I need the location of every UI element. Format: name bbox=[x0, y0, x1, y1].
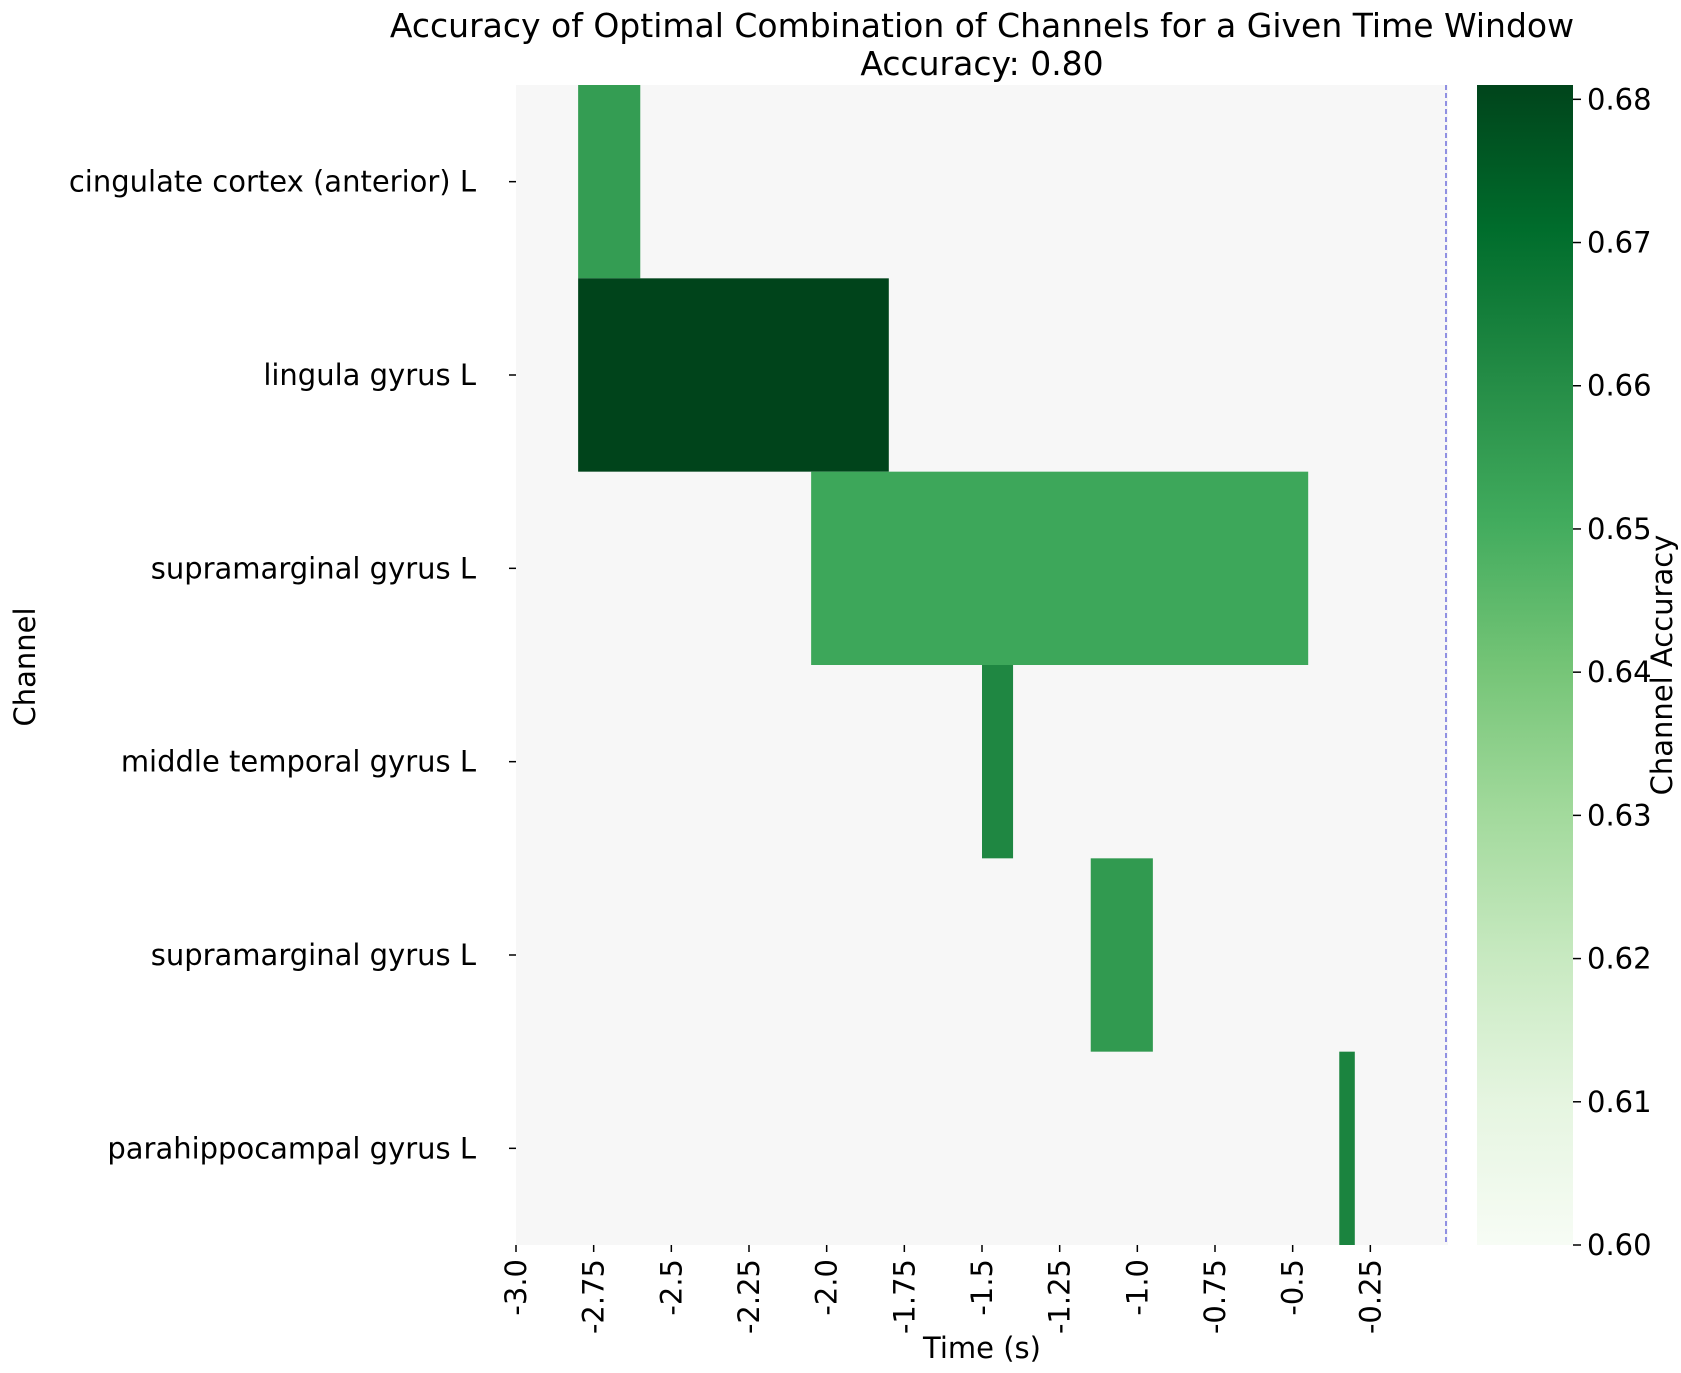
x-tick-label: -1.5 bbox=[965, 1259, 999, 1316]
x-tick-label: -1.0 bbox=[1120, 1259, 1154, 1316]
colorbar-tick-label: 0.68 bbox=[1587, 82, 1652, 116]
chart-subtitle: Accuracy: 0.80 bbox=[860, 44, 1103, 83]
colorbar bbox=[1477, 85, 1573, 1245]
y-tick-label: middle temporal gyrus L bbox=[121, 745, 476, 779]
colorbar-tick-label: 0.67 bbox=[1587, 226, 1652, 260]
y-axis: cingulate cortex (anterior) L lingula gyr… bbox=[69, 165, 516, 1165]
x-tick-label: -3.0 bbox=[499, 1259, 533, 1316]
x-tick-label: -0.5 bbox=[1276, 1259, 1310, 1316]
colorbar-label: Channel Accuracy bbox=[1645, 535, 1679, 796]
heatmap-cell bbox=[811, 471, 1309, 665]
colorbar-tick-label: 0.63 bbox=[1587, 798, 1652, 832]
heatmap-cell bbox=[1090, 858, 1153, 1052]
x-tick-label: -2.5 bbox=[654, 1259, 688, 1316]
x-tick-label: -2.75 bbox=[577, 1259, 611, 1334]
x-tick-label: -0.75 bbox=[1198, 1259, 1232, 1334]
colorbar-axis: 0.60 0.61 0.62 0.63 0.64 0.65 0.66 0.67 0.68 bbox=[1573, 82, 1652, 1262]
x-tick-label: -1.25 bbox=[1043, 1259, 1077, 1334]
y-tick-label: cingulate cortex (anterior) L bbox=[69, 165, 476, 199]
heatmap-cell bbox=[578, 85, 641, 279]
heatmap-cell bbox=[982, 665, 1014, 859]
colorbar-tick-label: 0.61 bbox=[1587, 1085, 1652, 1119]
chart-title: Accuracy of Optimal Combination of Chann… bbox=[390, 6, 1574, 45]
y-tick-label: lingula gyrus L bbox=[263, 358, 476, 392]
y-tick-label: supramarginal gyrus L bbox=[151, 938, 476, 972]
heatmap-cell bbox=[1339, 1051, 1355, 1245]
colorbar-tick-label: 0.60 bbox=[1587, 1228, 1652, 1262]
heatmap-cell bbox=[578, 278, 889, 472]
colorbar-tick-label: 0.66 bbox=[1587, 369, 1652, 403]
colorbar-tick-label: 0.65 bbox=[1587, 512, 1652, 546]
x-tick-label: -0.25 bbox=[1353, 1259, 1387, 1334]
colorbar-tick-label: 0.62 bbox=[1587, 942, 1652, 976]
x-tick-label: -1.75 bbox=[887, 1259, 921, 1334]
y-tick-label: parahippocampal gyrus L bbox=[107, 1131, 476, 1165]
x-axis-label: Time (s) bbox=[922, 1331, 1041, 1365]
y-tick-label: supramarginal gyrus L bbox=[151, 551, 476, 585]
x-axis: -3.0 -2.75 -2.5 -2.25 -2.0 -1.75 -1.5 -1.25 -1.0… bbox=[499, 1245, 1387, 1334]
colorbar-tick-label: 0.64 bbox=[1587, 655, 1652, 689]
heatmap-cells bbox=[578, 85, 1355, 1245]
x-tick-label: -2.0 bbox=[810, 1259, 844, 1316]
y-axis-label: Channel bbox=[8, 607, 42, 726]
x-tick-label: -2.25 bbox=[732, 1259, 766, 1334]
